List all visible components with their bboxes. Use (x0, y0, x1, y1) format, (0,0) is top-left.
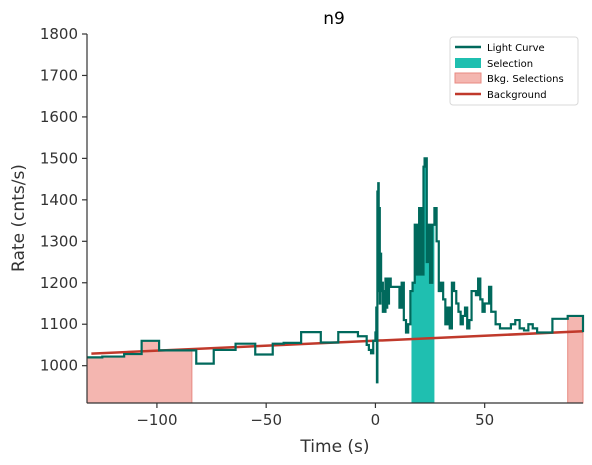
light-curve-line (87, 157, 585, 384)
legend-label-selection: Selection (487, 59, 533, 70)
legend-label-background: Background (487, 90, 547, 101)
y-tick-label: 1800 (40, 25, 78, 43)
legend-label-bkg-selections: Bkg. Selections (487, 74, 564, 85)
y-tick-label: 1700 (40, 66, 78, 84)
legend-entry-selection: Selection (455, 58, 533, 70)
legend-frame (449, 36, 579, 106)
chart-title: n9 (323, 9, 345, 29)
selection-region-1 (411, 158, 435, 403)
y-tick-label: 1300 (40, 232, 78, 250)
y-tick-label: 1000 (40, 357, 78, 375)
legend-entry-bkg-selections: Bkg. Selections (454, 72, 564, 85)
axes (86, 34, 583, 404)
y-tick-label: 1100 (40, 315, 78, 333)
legend-swatch-selection (455, 58, 481, 68)
y-tick-label: 1600 (40, 108, 78, 126)
legend-swatch-bkg-selections (454, 72, 482, 84)
selection-layer (411, 158, 435, 403)
x-ticks: −100 −50 0 50 (136, 403, 494, 429)
x-tick-label: −50 (250, 411, 282, 429)
y-tick-label: 1200 (40, 274, 78, 292)
x-axis-title: Time (s) (299, 437, 369, 457)
legend-label-light-curve: Light Curve (487, 43, 545, 54)
y-axis-title: Rate (cnts/s) (9, 164, 29, 272)
legend-entry-background: Background (455, 90, 547, 101)
x-tick-label: 50 (475, 411, 494, 429)
y-ticks: 1000 1100 1200 1300 1400 1500 1600 1700 1800 (40, 25, 87, 375)
light-curve-layer (87, 157, 585, 384)
x-tick-label: 0 (371, 411, 381, 429)
bkg-selection-region-2 (567, 315, 584, 404)
y-tick-label: 1500 (40, 149, 78, 167)
y-tick-label: 1400 (40, 191, 78, 209)
legend-entry-light-curve: Light Curve (455, 43, 545, 54)
x-tick-label: −100 (136, 411, 177, 429)
legend: Light Curve Selection Bkg. Selections Ba… (449, 36, 579, 106)
